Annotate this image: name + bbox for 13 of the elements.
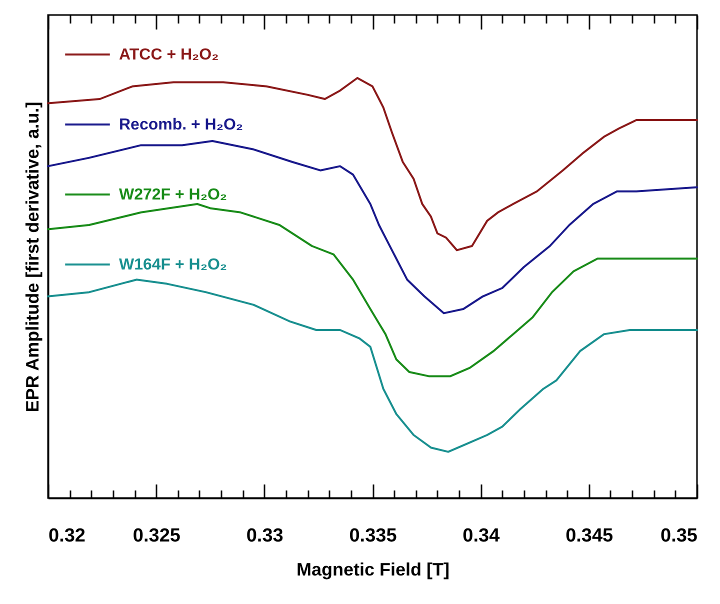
legend-label: W164F + H₂O₂ [119, 256, 228, 274]
y-axis-title: EPR Amplitude [first derivative, a.u.] [22, 102, 42, 412]
legend-label: Recomb. + H₂O₂ [119, 116, 244, 134]
x-tick-label: 0.325 [132, 526, 181, 546]
legend-label: ATCC + H₂O₂ [119, 46, 219, 64]
x-tick-label: 0.32 [48, 526, 86, 546]
x-tick-label: 0.34 [462, 526, 500, 546]
x-tick-label: 0.35 [660, 526, 698, 546]
x-tick-label: 0.345 [566, 526, 614, 546]
x-tick-label: 0.335 [349, 526, 398, 546]
x-axis-title: Magnetic Field [T] [296, 560, 450, 580]
legend-label: W272F + H₂O₂ [119, 186, 228, 204]
x-tick-label: 0.33 [246, 526, 284, 546]
